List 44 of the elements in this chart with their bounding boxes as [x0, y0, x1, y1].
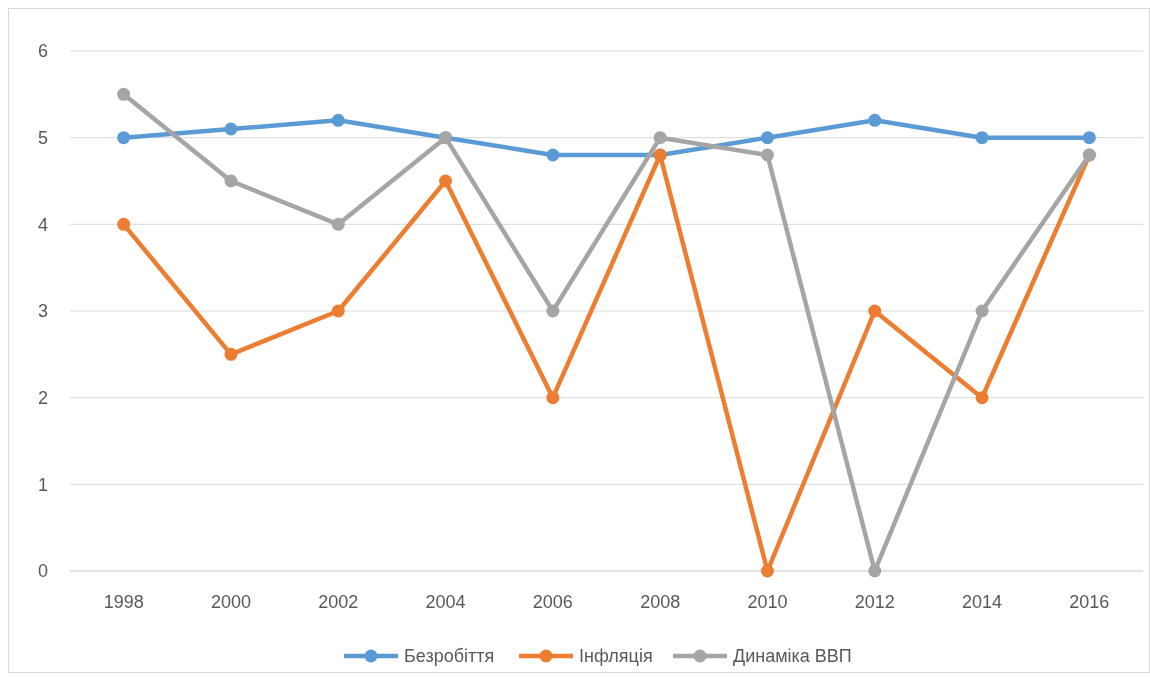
x-tick-label: 2004 — [425, 592, 466, 612]
x-tick-label: 2006 — [532, 592, 573, 612]
legend-label: Динаміка ВВП — [733, 646, 852, 667]
x-tick-label: 2014 — [962, 592, 1003, 612]
point — [224, 122, 238, 136]
point — [868, 564, 882, 578]
point — [117, 217, 131, 231]
y-tick-label: 0 — [37, 561, 48, 582]
x-tick-label: 2012 — [854, 592, 895, 612]
point — [760, 148, 774, 162]
point — [331, 304, 345, 318]
point — [224, 347, 238, 361]
point — [868, 304, 882, 318]
y-tick-label: 1 — [37, 474, 48, 495]
point — [546, 391, 560, 405]
y-tick-label: 6 — [37, 41, 48, 62]
x-tick-label: 2000 — [210, 592, 251, 612]
point — [331, 217, 345, 231]
point — [546, 304, 560, 318]
x-tick-label: 2010 — [747, 592, 788, 612]
x-tick-label: 2016 — [1069, 592, 1110, 612]
point — [439, 174, 453, 188]
x-tick-label: 1998 — [103, 592, 144, 612]
x-tick-label: 2008 — [640, 592, 681, 612]
y-tick-label: 5 — [37, 127, 48, 148]
point — [868, 113, 882, 127]
legend-label: Безробіття — [404, 646, 495, 667]
point — [117, 131, 131, 145]
point — [975, 304, 989, 318]
y-tick-label: 4 — [37, 214, 48, 235]
point — [975, 131, 989, 145]
legend-label: Інфляція — [579, 646, 653, 667]
point — [653, 131, 667, 145]
point — [546, 148, 560, 162]
point — [224, 174, 238, 188]
point — [760, 564, 774, 578]
x-tick-label: 2002 — [318, 592, 359, 612]
y-tick-label: 3 — [37, 301, 48, 322]
point — [331, 113, 345, 127]
point — [1082, 131, 1096, 145]
point — [760, 131, 774, 145]
point — [975, 391, 989, 405]
point — [117, 87, 131, 101]
y-tick-label: 2 — [37, 387, 48, 408]
